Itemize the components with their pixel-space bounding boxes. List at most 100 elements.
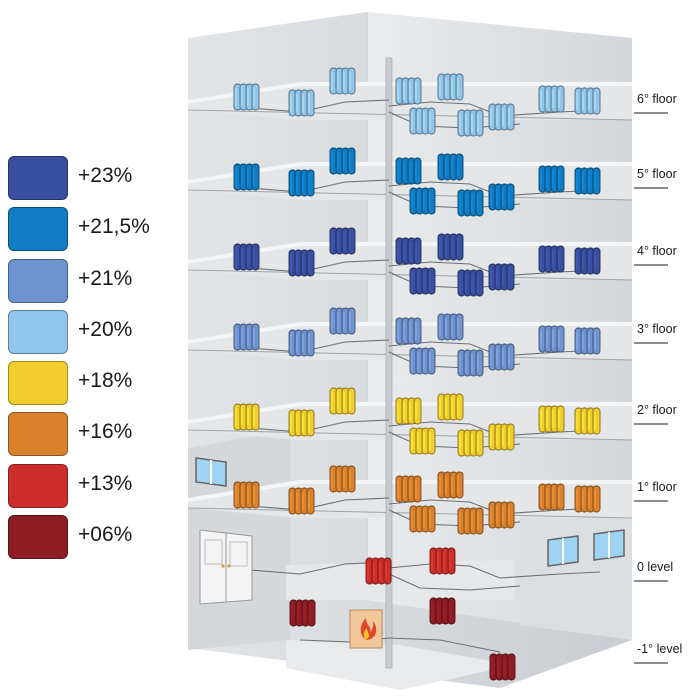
- legend-item: +18%: [8, 361, 178, 405]
- radiator-icon: [538, 483, 565, 511]
- legend-item: +20%: [8, 310, 178, 354]
- legend-swatch: [8, 361, 68, 405]
- legend-label: +13%: [78, 472, 133, 495]
- radiator-icon: [457, 269, 484, 297]
- radiator-icon: [329, 465, 356, 493]
- radiator-icon: [488, 263, 515, 291]
- radiator-icon: [488, 343, 515, 371]
- radiator-icon: [538, 405, 565, 433]
- radiator-icon: [329, 227, 356, 255]
- legend-label: +06%: [78, 523, 133, 546]
- legend-swatch: [8, 259, 68, 303]
- basement-slab: [286, 640, 515, 690]
- legend-label: +21,5%: [78, 215, 150, 238]
- radiator-icon: [574, 167, 601, 195]
- radiator-icon: [457, 507, 484, 535]
- radiator-icon: [538, 325, 565, 353]
- floor-label: 1° floor: [637, 480, 677, 494]
- legend-label: +18%: [78, 369, 133, 392]
- entrance-door-icon: [199, 529, 253, 605]
- radiator-icon: [488, 423, 515, 451]
- radiator-icon: [233, 243, 260, 271]
- legend-swatch: [8, 310, 68, 354]
- radiator-icon: [429, 597, 456, 625]
- radiator-icon: [457, 109, 484, 137]
- radiator-icon: [409, 347, 436, 375]
- radiator-icon: [233, 403, 260, 431]
- radiator-icon: [457, 429, 484, 457]
- radiator-icon: [233, 323, 260, 351]
- radiator-icon: [437, 393, 464, 421]
- radiator-icon: [395, 237, 422, 265]
- radiator-icon: [437, 153, 464, 181]
- radiator-icon: [395, 317, 422, 345]
- radiator-icon: [233, 83, 260, 111]
- radiator-icon: [288, 169, 315, 197]
- radiator-icon: [488, 501, 515, 529]
- radiator-icon: [437, 233, 464, 261]
- radiator-icon: [395, 397, 422, 425]
- radiator-icon: [574, 485, 601, 513]
- radiator-icon: [409, 267, 436, 295]
- radiator-icon: [409, 427, 436, 455]
- radiator-icon: [288, 329, 315, 357]
- radiator-icon: [329, 147, 356, 175]
- radiator-icon: [574, 87, 601, 115]
- legend-label: +20%: [78, 318, 133, 341]
- radiator-icon: [574, 327, 601, 355]
- floor-label: 0 level: [637, 560, 673, 574]
- legend-item: +21%: [8, 259, 178, 303]
- ground-level-slab: [286, 560, 515, 600]
- radiator-icon: [489, 653, 516, 681]
- radiator-icon: [233, 163, 260, 191]
- radiator-icon: [329, 67, 356, 95]
- legend-swatch: [8, 515, 68, 559]
- radiator-icon: [409, 107, 436, 135]
- radiator-icon: [288, 249, 315, 277]
- legend-swatch: [8, 412, 68, 456]
- radiator-icon: [395, 157, 422, 185]
- radiator-icon: [538, 85, 565, 113]
- radiator-icon: [288, 487, 315, 515]
- radiator-icon: [429, 547, 456, 575]
- window-icon: [547, 535, 579, 567]
- radiator-icon: [409, 505, 436, 533]
- radiator-icon: [574, 407, 601, 435]
- radiator-icon: [538, 165, 565, 193]
- legend-label: +21%: [78, 267, 133, 290]
- radiator-icon: [574, 247, 601, 275]
- radiator-icon: [365, 557, 392, 585]
- floor-label: 4° floor: [637, 244, 677, 258]
- window-icon: [593, 529, 625, 561]
- radiator-icon: [437, 471, 464, 499]
- window-icon: [195, 457, 227, 487]
- radiator-icon: [395, 475, 422, 503]
- radiator-icon: [457, 349, 484, 377]
- pipe-riser: [385, 57, 393, 669]
- legend-item: +21,5%: [8, 207, 178, 251]
- radiator-icon: [488, 103, 515, 131]
- legend-item: +06%: [8, 515, 178, 559]
- radiator-icon: [288, 409, 315, 437]
- floor-label: 2° floor: [637, 403, 677, 417]
- floor-label: -1° level: [637, 642, 682, 656]
- radiator-icon: [395, 77, 422, 105]
- floor-label: 5° floor: [637, 167, 677, 181]
- radiator-icon: [457, 189, 484, 217]
- radiator-icon: [437, 313, 464, 341]
- legend-item: +13%: [8, 464, 178, 508]
- radiator-icon: [288, 89, 315, 117]
- radiator-icon: [409, 187, 436, 215]
- radiator-icon: [233, 481, 260, 509]
- heating-pipe: [299, 637, 501, 653]
- radiator-icon: [289, 599, 316, 627]
- legend-label: +23%: [78, 164, 133, 187]
- legend-swatch: [8, 464, 68, 508]
- floor-label: 6° floor: [637, 92, 677, 106]
- legend-label: +16%: [78, 420, 133, 443]
- legend-item: +16%: [8, 412, 178, 456]
- legend-swatch: [8, 156, 68, 200]
- radiator-icon: [329, 307, 356, 335]
- radiator-icon: [437, 73, 464, 101]
